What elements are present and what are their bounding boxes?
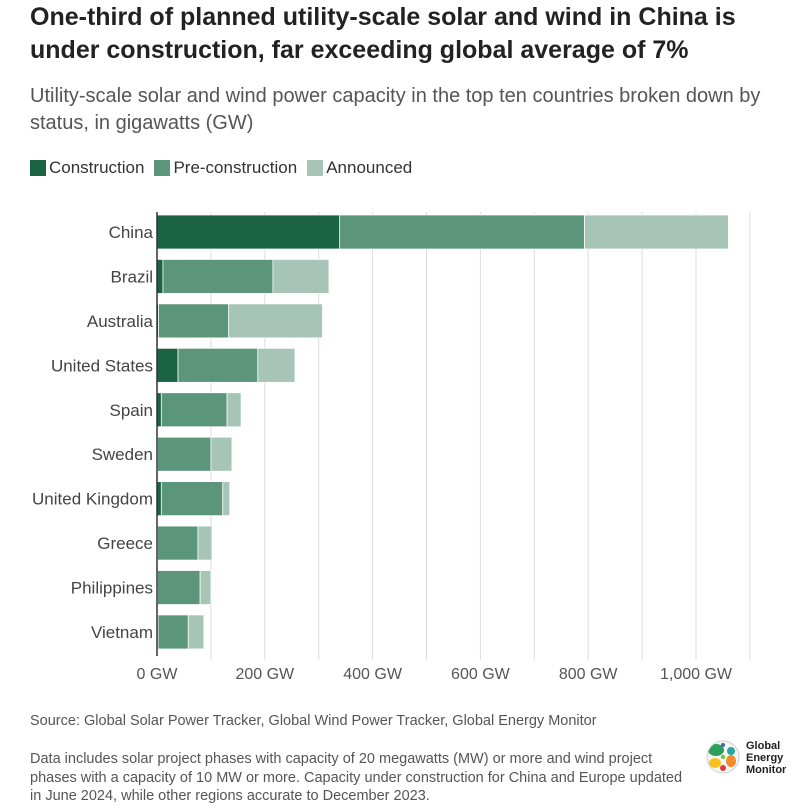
source-note: Source: Global Solar Power Tracker, Glob… (30, 713, 597, 729)
x-tick-labels: 0 GW 200 GW 400 GW 600 GW 800 GW 1,000 GW (137, 666, 733, 683)
bars (156, 214, 729, 650)
global-energy-monitor-logo: Global Energy Monitor (706, 739, 796, 777)
legend-swatch-announced (307, 160, 324, 176)
bar-australia-announced (228, 303, 323, 339)
category-label-philippines: Philippines (71, 579, 153, 598)
stacked-bar-chart: China Brazil Australia United States Spain Sw… (0, 205, 810, 695)
bar-china-announced (584, 214, 729, 250)
x-tick-label-200: 200 GW (235, 666, 295, 683)
legend-item-pre-construction: Pre-construction (154, 159, 297, 177)
legend-swatch-construction (30, 160, 46, 176)
bar-united-kingdom-pre-construction (160, 481, 224, 517)
chart-title: One-third of planned utility-scale solar… (30, 3, 736, 64)
bar-brazil-pre-construction (162, 259, 274, 294)
category-labels: China Brazil Australia United States Spain Sw… (32, 223, 154, 642)
logo-line-energy: Energy (746, 752, 784, 764)
category-label-brazil: Brazil (110, 267, 153, 286)
legend-item-construction: Construction (30, 159, 144, 177)
legend-swatch-pre-construction (154, 160, 171, 176)
bar-brazil-announced (272, 259, 330, 294)
bar-china-pre-construction (339, 214, 585, 250)
bar-vietnam-pre-construction (157, 614, 189, 650)
legend-label-announced: Announced (326, 158, 413, 177)
bar-australia-pre-construction (158, 303, 230, 339)
x-tick-label-800: 800 GW (559, 666, 619, 683)
logo-line-monitor: Monitor (746, 764, 787, 776)
logo-line-global: Global (746, 740, 781, 752)
bar-spain-pre-construction (160, 392, 228, 428)
bar-vietnam-announced (187, 614, 205, 650)
bar-united-states-announced (257, 347, 296, 383)
bar-united-states-construction (156, 347, 179, 383)
bar-greece-announced (197, 525, 213, 561)
bar-spain-announced (226, 392, 242, 428)
globe-icon (706, 740, 740, 774)
x-tick-label-400: 400 GW (343, 666, 403, 683)
category-label-united-states: United States (51, 356, 153, 375)
x-tick-label-0: 0 GW (137, 666, 179, 683)
bar-sweden-pre-construction (157, 436, 212, 472)
methodology-note: Data includes solar project phases with … (30, 751, 683, 804)
category-label-sweden: Sweden (92, 445, 153, 464)
legend: Construction Pre-construction Announced (30, 159, 412, 177)
category-label-australia: Australia (87, 312, 154, 331)
legend-label-construction: Construction (49, 158, 145, 177)
bar-brazil-construction (156, 259, 164, 294)
category-label-vietnam: Vietnam (91, 623, 153, 642)
chart-subtitle: Utility-scale solar and wind power capac… (30, 85, 761, 134)
bar-united-kingdom-announced (222, 481, 231, 517)
category-label-china: China (109, 223, 154, 242)
bar-philippines-announced (199, 570, 212, 605)
bar-philippines-pre-construction (157, 570, 201, 605)
legend-item-announced: Announced (307, 159, 412, 177)
bar-china-construction (156, 214, 341, 250)
legend-label-pre-construction: Pre-construction (173, 158, 298, 177)
bar-greece-pre-construction (157, 525, 199, 561)
x-tick-label-600: 600 GW (451, 666, 511, 683)
bar-united-states-pre-construction (177, 347, 259, 383)
category-label-united-kingdom: United Kingdom (32, 490, 153, 509)
category-label-spain: Spain (110, 401, 153, 420)
x-tick-label-1000: 1,000 GW (660, 666, 733, 683)
bar-sweden-announced (210, 436, 233, 472)
chart-svg: China Brazil Australia United States Spain Sw… (32, 212, 751, 683)
category-label-greece: Greece (97, 534, 153, 553)
logo-text: Global Energy Monitor (746, 740, 786, 776)
